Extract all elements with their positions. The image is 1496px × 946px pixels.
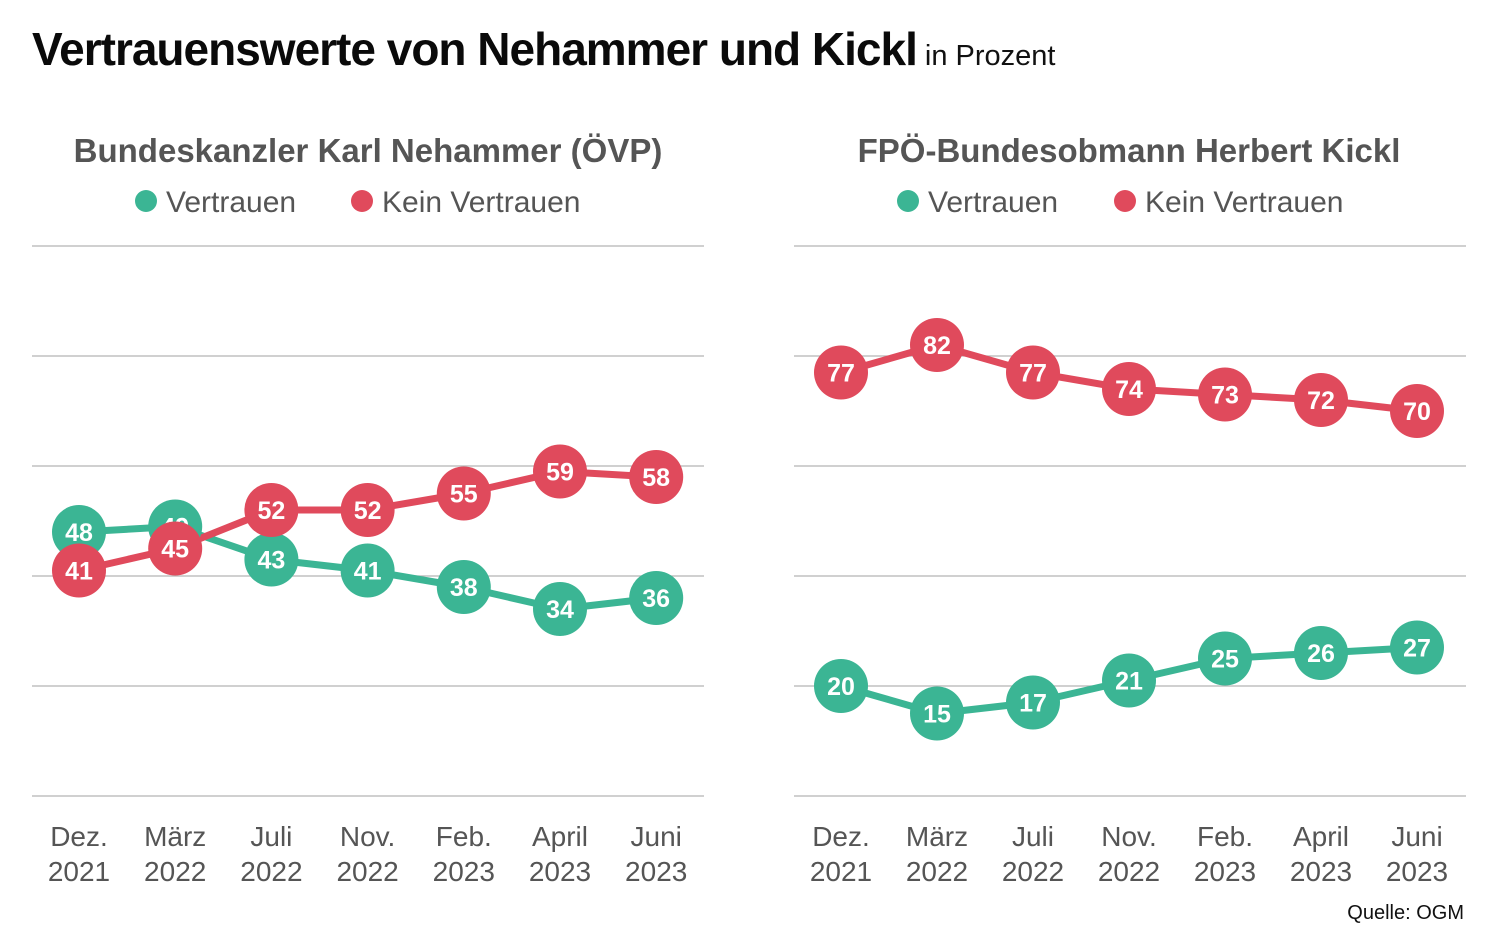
data-point-trust xyxy=(910,686,964,741)
x-tick-label: 2023 xyxy=(625,856,687,887)
legend-dot-trust xyxy=(135,190,157,212)
x-tick-label: Juli xyxy=(250,821,292,852)
panel-title: Bundeskanzler Karl Nehammer (ÖVP) xyxy=(74,132,663,169)
legend-label-trust: Vertrauen xyxy=(166,186,296,219)
data-point-distrust xyxy=(52,543,106,598)
data-point-trust xyxy=(1294,626,1348,680)
data-point-trust xyxy=(1198,631,1252,686)
data-label-distrust: 45 xyxy=(161,536,189,564)
data-point-distrust xyxy=(1006,345,1060,400)
data-label-trust: 36 xyxy=(642,585,670,613)
x-tick-label: 2021 xyxy=(810,856,872,887)
data-point-distrust xyxy=(1390,384,1444,438)
chart-title: Vertrauenswerte von Nehammer und Kickl xyxy=(32,23,918,75)
legend-label-distrust: Kein Vertrauen xyxy=(1145,186,1343,219)
x-tick-label: Dez. xyxy=(50,821,108,852)
data-label-distrust: 41 xyxy=(65,558,93,586)
chart-subtitle: in Prozent xyxy=(924,40,1056,72)
x-tick-label: 2023 xyxy=(529,856,591,887)
data-label-distrust: 52 xyxy=(354,497,382,525)
x-tick-label: 2023 xyxy=(433,856,495,887)
data-label-distrust: 74 xyxy=(1115,376,1143,404)
data-label-trust: 15 xyxy=(923,701,951,729)
chart-header: Vertrauenswerte von Nehammer und Kickl in… xyxy=(32,22,1055,76)
legend-label-distrust: Kein Vertrauen xyxy=(382,186,580,219)
x-tick-label: 2022 xyxy=(144,856,206,887)
data-label-trust: 41 xyxy=(354,558,382,586)
data-label-distrust: 58 xyxy=(642,464,670,492)
data-point-distrust xyxy=(340,483,395,537)
source-note: Quelle: OGM xyxy=(1347,902,1464,924)
x-tick-label: 2022 xyxy=(1098,856,1160,887)
data-label-trust: 20 xyxy=(827,673,855,701)
x-tick-label: 2022 xyxy=(336,856,398,887)
data-label-trust: 21 xyxy=(1115,668,1143,696)
data-point-distrust xyxy=(814,345,868,400)
x-tick-label: 2022 xyxy=(1002,856,1064,887)
x-tick-label: Nov. xyxy=(340,821,396,852)
data-label-distrust: 77 xyxy=(1019,360,1047,388)
data-point-distrust xyxy=(1198,367,1252,422)
chart-panel-2: FPÖ-Bundesobmann Herbert Kickl Vertrauen K… xyxy=(794,132,1466,887)
data-point-trust xyxy=(52,505,106,559)
x-tick-label: Juni xyxy=(631,821,682,852)
data-point-distrust xyxy=(244,483,299,537)
legend-dot-distrust xyxy=(1114,190,1136,212)
x-tick-label: Juni xyxy=(1391,821,1442,852)
legend-label-trust: Vertrauen xyxy=(928,186,1058,219)
x-tick-label: 2021 xyxy=(48,856,110,887)
data-label-distrust: 82 xyxy=(923,332,951,360)
x-tick-label: April xyxy=(532,821,588,852)
x-tick-label: April xyxy=(1293,821,1349,852)
x-tick-label: 2023 xyxy=(1386,856,1448,887)
data-point-trust xyxy=(814,659,868,713)
data-label-trust: 26 xyxy=(1307,640,1335,668)
data-label-trust: 27 xyxy=(1403,635,1431,663)
data-label-distrust: 70 xyxy=(1403,398,1431,426)
data-point-trust xyxy=(436,560,491,614)
data-label-trust: 25 xyxy=(1211,646,1239,674)
data-label-distrust: 59 xyxy=(546,459,574,487)
x-tick-label: März xyxy=(144,821,206,852)
x-tick-label: 2022 xyxy=(906,856,968,887)
data-label-distrust: 55 xyxy=(450,481,478,509)
x-tick-label: 2022 xyxy=(240,856,302,887)
data-point-distrust xyxy=(533,444,587,499)
data-label-distrust: 73 xyxy=(1211,382,1239,410)
x-tick-label: 2023 xyxy=(1290,856,1352,887)
data-point-distrust xyxy=(629,450,684,504)
legend-dot-trust xyxy=(897,190,919,212)
data-label-distrust: 77 xyxy=(827,360,855,388)
data-label-trust: 38 xyxy=(450,574,478,602)
data-label-distrust: 72 xyxy=(1307,387,1335,415)
data-point-trust xyxy=(244,532,299,587)
data-point-trust xyxy=(629,571,684,625)
data-point-trust xyxy=(340,543,395,598)
x-tick-label: 2023 xyxy=(1194,856,1256,887)
chart-panel-1: Bundeskanzler Karl Nehammer (ÖVP) Vertrau… xyxy=(32,132,704,887)
data-point-distrust xyxy=(1294,373,1348,427)
data-point-trust xyxy=(533,582,587,636)
x-tick-label: Juli xyxy=(1012,821,1054,852)
data-point-distrust xyxy=(148,521,203,576)
data-label-distrust: 52 xyxy=(257,497,285,525)
x-tick-label: Feb. xyxy=(436,821,492,852)
legend-dot-distrust xyxy=(351,190,373,212)
data-point-distrust xyxy=(1102,362,1156,416)
x-tick-label: Dez. xyxy=(812,821,870,852)
data-point-distrust xyxy=(436,466,491,521)
panel-title: FPÖ-Bundesobmann Herbert Kickl xyxy=(858,132,1401,169)
data-point-trust xyxy=(1390,620,1444,675)
data-point-trust xyxy=(1006,675,1060,730)
x-tick-label: März xyxy=(906,821,968,852)
data-label-trust: 17 xyxy=(1019,690,1047,718)
data-point-distrust xyxy=(910,318,964,372)
x-tick-label: Nov. xyxy=(1101,821,1157,852)
data-label-trust: 48 xyxy=(65,519,93,547)
data-label-trust: 43 xyxy=(257,547,285,575)
x-tick-label: Feb. xyxy=(1197,821,1253,852)
data-point-trust xyxy=(1102,653,1156,708)
data-label-trust: 34 xyxy=(546,596,574,624)
